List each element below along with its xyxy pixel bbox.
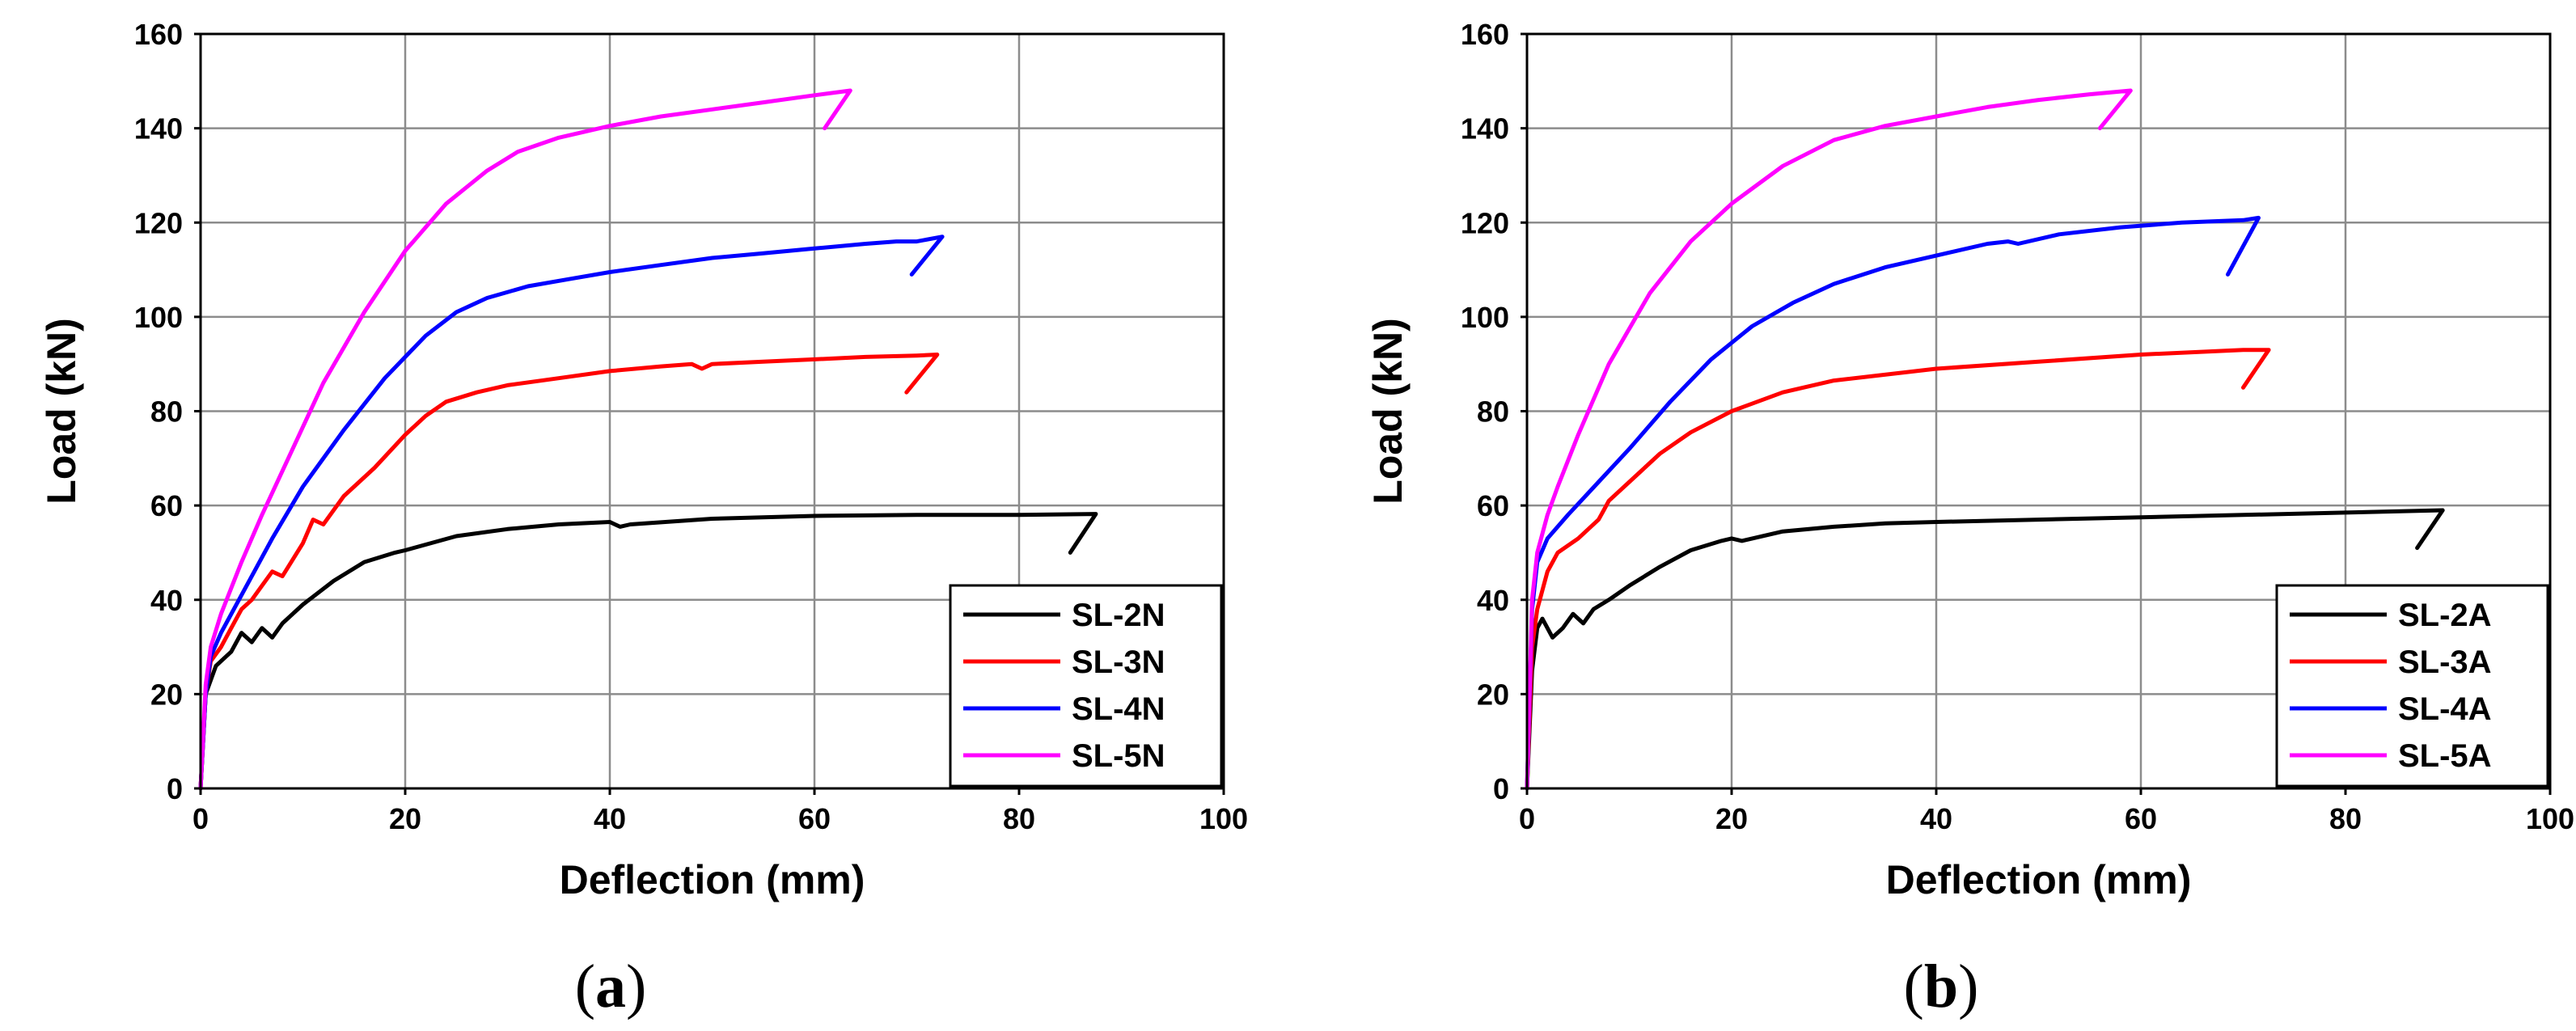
y-tick-label: 100: [1461, 301, 1509, 334]
x-tick-label: 100: [1199, 802, 1248, 835]
series-line-sl-4a: [1525, 215, 2261, 791]
series-line-sl-5a: [1525, 88, 2133, 791]
series-line-sl-3a: [1525, 348, 2271, 791]
panel-letter: a: [595, 953, 626, 1020]
y-tick-label: 140: [134, 112, 183, 146]
panel-letter: b: [1924, 953, 1958, 1020]
series-line-sl-5n: [198, 88, 852, 791]
x-tick-label: 0: [192, 802, 209, 835]
y-tick-label: 60: [1477, 489, 1509, 522]
legend-box: [949, 584, 1223, 788]
series-line-sl-4n: [198, 235, 945, 791]
legend-label: SL-2N: [1072, 598, 1165, 633]
y-tick-label: 0: [167, 772, 183, 805]
x-tick-label: 60: [2125, 802, 2157, 835]
y-tick-label: 140: [1461, 112, 1509, 146]
legend-label: SL-2A: [2398, 598, 2492, 633]
legend-label: SL-3A: [2398, 644, 2492, 680]
y-tick-label: 120: [1461, 206, 1509, 239]
tick-labels: 0 20 40 60 80 100 0 20 40 60 80 100 120 140 160: [1461, 18, 2574, 835]
legend-label: SL-3N: [1072, 644, 1165, 680]
legend: SL-2N SL-3N SL-4N SL-5N: [949, 584, 1223, 788]
series-layer: [198, 88, 1098, 791]
y-tick-label: 20: [150, 678, 183, 711]
panel-label: (b): [1904, 953, 1979, 1020]
y-tick-label: 100: [134, 301, 183, 334]
y-tick-label: 20: [1477, 678, 1509, 711]
x-tick-label: 100: [2526, 802, 2574, 835]
series-layer: [1525, 88, 2445, 791]
tick-labels: 0 20 40 60 80 100 0 20 40 60 80 100 120 140 160: [134, 18, 1248, 835]
y-tick-label: 160: [134, 18, 183, 51]
x-tick-label: 20: [389, 802, 421, 835]
y-tick-label: 160: [1461, 18, 1509, 51]
x-tick-label: 80: [2329, 802, 2362, 835]
y-tick-label: 0: [1493, 772, 1509, 805]
legend-box: [2275, 584, 2549, 788]
y-tick-label: 60: [150, 489, 183, 522]
x-tick-label: 80: [1003, 802, 1035, 835]
x-axis-label: Deflection (mm): [1886, 857, 2192, 902]
series-line-sl-3n: [198, 353, 940, 791]
y-axis-label: Load (kN): [1365, 318, 1411, 505]
series-line-sl-2n: [198, 512, 1098, 791]
legend-label: SL-4A: [2398, 691, 2492, 727]
x-tick-label: 60: [798, 802, 831, 835]
y-tick-label: 80: [1477, 395, 1509, 429]
legend-label: SL-5N: [1072, 738, 1165, 774]
y-tick-label: 40: [150, 584, 183, 617]
series-line-sl-2a: [1525, 508, 2445, 791]
y-tick-label: 40: [1477, 584, 1509, 617]
x-tick-label: 20: [1715, 802, 1748, 835]
y-axis-label: Load (kN): [39, 318, 84, 505]
x-tick-label: 0: [1519, 802, 1535, 835]
legend: SL-2A SL-3A SL-4A SL-5A: [2275, 584, 2549, 788]
legend-label: SL-5A: [2398, 738, 2492, 774]
x-axis-label: Deflection (mm): [560, 857, 865, 902]
x-tick-label: 40: [594, 802, 626, 835]
chart-panel-b: 0 20 40 60 80 100 0 20 40 60 80 100 120 140 160 Deflec…: [1365, 18, 2574, 1020]
y-tick-label: 80: [150, 395, 183, 429]
x-tick-label: 40: [1920, 802, 1952, 835]
y-tick-label: 120: [134, 206, 183, 239]
chart-panel-a: 0 20 40 60 80 100 0 20 40 60 80 100 120 140 160 Deflec…: [39, 18, 1248, 1020]
panel-label: (a): [575, 953, 647, 1020]
legend-label: SL-4N: [1072, 691, 1165, 727]
